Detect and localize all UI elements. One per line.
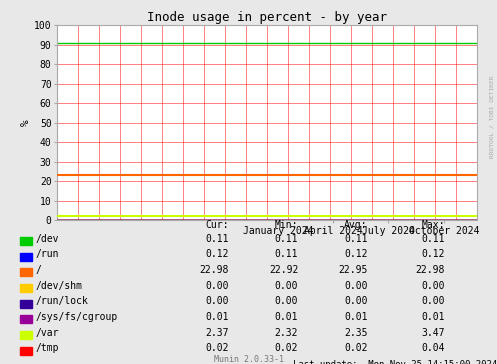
Text: 0.11: 0.11 — [205, 234, 229, 244]
Text: 0.00: 0.00 — [421, 296, 445, 306]
Text: 22.98: 22.98 — [199, 265, 229, 275]
Text: /run/lock: /run/lock — [36, 296, 88, 306]
Text: 0.00: 0.00 — [205, 281, 229, 290]
Text: 22.92: 22.92 — [269, 265, 298, 275]
Text: 0.04: 0.04 — [421, 343, 445, 353]
Text: Munin 2.0.33-1: Munin 2.0.33-1 — [214, 355, 283, 364]
Text: 0.12: 0.12 — [421, 249, 445, 259]
Text: Last update:  Mon Nov 25 14:15:00 2024: Last update: Mon Nov 25 14:15:00 2024 — [293, 360, 497, 364]
Text: 0.01: 0.01 — [421, 312, 445, 322]
Text: 22.98: 22.98 — [415, 265, 445, 275]
Text: 0.00: 0.00 — [344, 296, 368, 306]
Text: 0.00: 0.00 — [344, 281, 368, 290]
Text: Cur:: Cur: — [205, 219, 229, 229]
Text: Max:: Max: — [421, 219, 445, 229]
Text: /dev/shm: /dev/shm — [36, 281, 83, 290]
Text: Avg:: Avg: — [344, 219, 368, 229]
Text: /sys/fs/cgroup: /sys/fs/cgroup — [36, 312, 118, 322]
Text: 0.11: 0.11 — [344, 234, 368, 244]
Text: 3.47: 3.47 — [421, 328, 445, 337]
Text: 0.00: 0.00 — [205, 296, 229, 306]
Text: 0.00: 0.00 — [421, 281, 445, 290]
Text: /dev: /dev — [36, 234, 59, 244]
Text: 0.12: 0.12 — [344, 249, 368, 259]
Text: RRDTOOL / TOBI OETIKER: RRDTOOL / TOBI OETIKER — [490, 75, 495, 158]
Text: 22.95: 22.95 — [338, 265, 368, 275]
Text: Min:: Min: — [275, 219, 298, 229]
Text: 0.02: 0.02 — [275, 343, 298, 353]
Text: 2.32: 2.32 — [275, 328, 298, 337]
Text: /var: /var — [36, 328, 59, 337]
Text: 0.01: 0.01 — [344, 312, 368, 322]
Text: 0.00: 0.00 — [275, 281, 298, 290]
Text: /run: /run — [36, 249, 59, 259]
Text: 0.11: 0.11 — [275, 234, 298, 244]
Text: 0.00: 0.00 — [275, 296, 298, 306]
Text: 0.01: 0.01 — [205, 312, 229, 322]
Text: 2.35: 2.35 — [344, 328, 368, 337]
Text: 0.11: 0.11 — [275, 249, 298, 259]
Text: /: / — [36, 265, 42, 275]
Text: 0.02: 0.02 — [205, 343, 229, 353]
Text: 0.11: 0.11 — [421, 234, 445, 244]
Title: Inode usage in percent - by year: Inode usage in percent - by year — [147, 11, 387, 24]
Text: 0.02: 0.02 — [344, 343, 368, 353]
Text: 0.12: 0.12 — [205, 249, 229, 259]
Text: /tmp: /tmp — [36, 343, 59, 353]
Text: 2.37: 2.37 — [205, 328, 229, 337]
Y-axis label: %: % — [21, 119, 31, 126]
Text: 0.01: 0.01 — [275, 312, 298, 322]
